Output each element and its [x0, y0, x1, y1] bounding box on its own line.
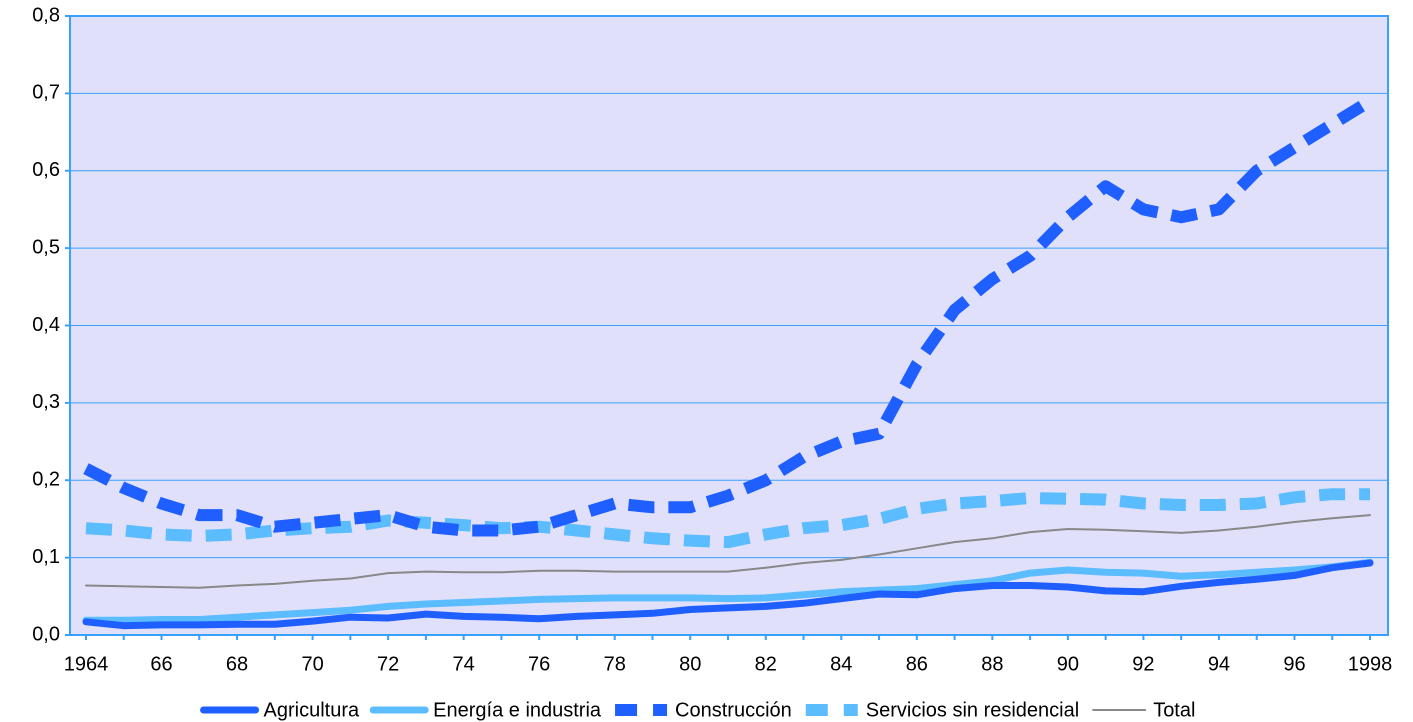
series-line — [85, 514, 1371, 589]
y-tick-label: 0,2 — [32, 469, 60, 491]
x-tick-label: 80 — [679, 653, 701, 675]
x-tick-label: 68 — [226, 653, 248, 675]
x-tick-label: 86 — [906, 653, 928, 675]
y-tick-label: 0,0 — [32, 623, 60, 645]
x-tick-label: 88 — [981, 653, 1003, 675]
x-tick-label: 90 — [1057, 653, 1079, 675]
y-tick-label: 0,8 — [32, 4, 60, 26]
y-tick-label: 0,4 — [32, 314, 60, 336]
y-tick-label: 0,6 — [32, 159, 60, 181]
y-tick-label: 0,1 — [32, 546, 60, 568]
x-tick-label: 66 — [150, 653, 172, 675]
x-tick-label: 1964 — [64, 653, 109, 675]
x-tick-label: 92 — [1132, 653, 1154, 675]
legend-label: Energía e industria — [433, 699, 602, 721]
legend-label: Construcción — [675, 699, 792, 721]
y-tick-label: 0,3 — [32, 391, 60, 413]
series-line — [83, 95, 1374, 537]
series-line — [82, 558, 1374, 624]
x-tick-label: 1998 — [1348, 653, 1393, 675]
y-tick-label: 0,5 — [32, 236, 60, 258]
x-tick-label: 84 — [830, 653, 852, 675]
x-tick-label: 76 — [528, 653, 550, 675]
x-tick-label: 94 — [1208, 653, 1230, 675]
x-tick-label: 72 — [377, 653, 399, 675]
legend-label: Servicios sin residencial — [866, 699, 1079, 721]
y-tick-label: 0,7 — [32, 82, 60, 104]
legend-label: Agricultura — [264, 699, 360, 721]
x-tick-label: 96 — [1283, 653, 1305, 675]
x-tick-label: 70 — [301, 653, 323, 675]
series-line — [82, 559, 1374, 630]
x-tick-label: 78 — [604, 653, 626, 675]
x-tick-label: 74 — [453, 653, 475, 675]
legend-label: Total — [1153, 699, 1195, 721]
x-tick-label: 82 — [755, 653, 777, 675]
